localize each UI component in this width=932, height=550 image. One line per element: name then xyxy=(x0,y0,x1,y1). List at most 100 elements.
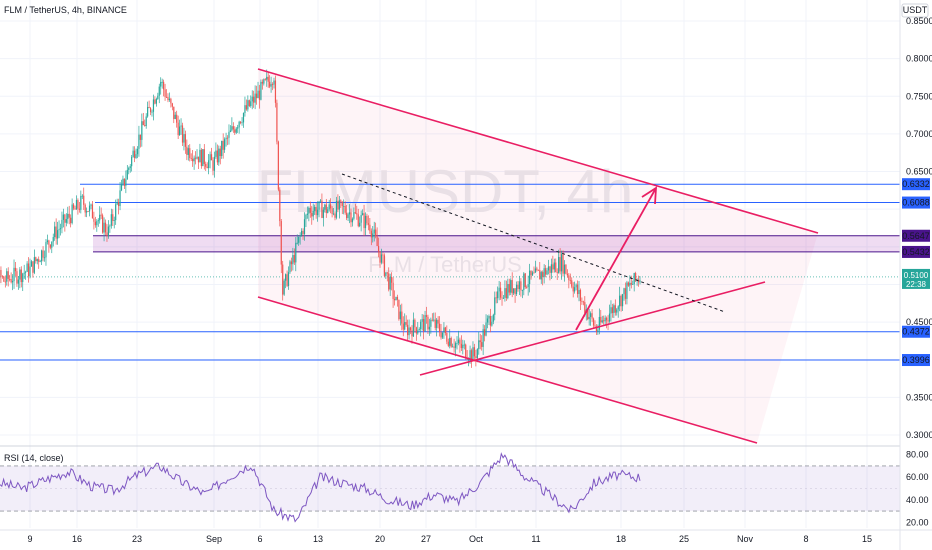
candle-body xyxy=(328,204,330,210)
candle-body xyxy=(373,229,375,234)
candle-body xyxy=(177,122,179,136)
candle-body xyxy=(454,343,457,348)
candle-body xyxy=(192,158,194,162)
candle-body xyxy=(414,319,416,328)
candle-body xyxy=(350,212,352,223)
candle-body xyxy=(283,280,285,295)
price-tick: 0.4500 xyxy=(906,317,932,327)
candle-body xyxy=(322,209,324,218)
candle-body xyxy=(473,347,476,357)
candle-body xyxy=(412,319,415,337)
candle-body xyxy=(369,224,371,231)
candle-body xyxy=(533,272,535,274)
candle-body xyxy=(245,105,248,110)
candle-body xyxy=(253,96,255,103)
watermark: FLMUSDT, 4h FLM / TetherUS xyxy=(257,158,634,277)
candle-body xyxy=(338,200,340,210)
candle-body xyxy=(218,148,220,163)
rsi-pane xyxy=(0,452,900,523)
candle-body xyxy=(597,329,599,332)
candle-body xyxy=(303,219,306,235)
candle-body xyxy=(422,319,425,332)
candle-body xyxy=(563,264,566,274)
candle-body xyxy=(377,246,380,252)
candle-body xyxy=(222,140,224,150)
candle-body xyxy=(96,221,98,226)
rsi-tick: 40.00 xyxy=(906,495,929,505)
candle-body xyxy=(129,166,131,169)
candle-body xyxy=(623,288,625,295)
price-unit-box xyxy=(901,3,929,18)
candle-body xyxy=(247,100,249,110)
candle-body xyxy=(452,346,454,348)
chart-title: FLM / TetherUS, 4h, BINANCE xyxy=(4,5,127,15)
candle-body xyxy=(99,214,101,221)
candle-body xyxy=(84,204,86,213)
candle-body xyxy=(68,213,70,218)
price-label: 0.5432 xyxy=(902,247,930,257)
candle-body xyxy=(94,221,96,226)
candle-body xyxy=(176,114,178,123)
candle-body xyxy=(404,322,406,330)
candle-body xyxy=(447,341,449,346)
candle-body xyxy=(572,286,574,292)
price-label: 0.6332 xyxy=(902,179,930,189)
candle-body xyxy=(379,251,381,263)
candle-body xyxy=(54,226,56,238)
candle-body xyxy=(591,313,593,319)
candle-body xyxy=(590,313,592,317)
candle-body xyxy=(62,214,65,220)
candle-body xyxy=(494,297,496,315)
candle-body xyxy=(340,200,342,202)
candle-body xyxy=(470,350,473,361)
candle-body xyxy=(161,81,163,83)
candle-body xyxy=(229,130,232,132)
candle-body xyxy=(428,326,431,330)
candle-body xyxy=(239,121,242,123)
time-tick: 15 xyxy=(862,534,872,544)
candle-body xyxy=(386,272,388,274)
candle-body xyxy=(202,149,204,167)
last-price: 0.5100 xyxy=(904,271,929,280)
candle-body xyxy=(314,206,316,211)
candle-body xyxy=(472,347,474,361)
price-tick: 0.3000 xyxy=(906,430,932,440)
candle-body xyxy=(364,215,367,229)
candle-body xyxy=(266,76,268,80)
candle-body xyxy=(93,218,95,222)
candle-body xyxy=(629,282,631,286)
candle-body xyxy=(274,80,277,103)
rsi-line xyxy=(0,452,641,523)
candle-body xyxy=(228,131,230,138)
candle-body xyxy=(309,207,311,213)
candle-body xyxy=(149,108,152,113)
candle-body xyxy=(42,250,44,258)
candle-body xyxy=(489,316,492,326)
candle-body xyxy=(415,327,417,334)
candle-body xyxy=(59,228,62,230)
candle-body xyxy=(488,316,490,319)
candle-body xyxy=(289,261,291,273)
candle-body xyxy=(605,317,608,321)
candle-body xyxy=(527,284,529,288)
candle-body xyxy=(408,327,410,336)
candle-body xyxy=(499,287,502,298)
dashed-trendline xyxy=(341,173,726,313)
candle-body xyxy=(393,298,396,301)
candle-body xyxy=(154,99,156,104)
candle-body xyxy=(537,270,539,271)
candle-body xyxy=(142,121,144,126)
candle-body xyxy=(565,264,567,274)
time-tick: Sep xyxy=(206,534,222,544)
candle-body xyxy=(476,349,478,358)
candle-body xyxy=(501,297,503,299)
candle-body xyxy=(26,263,28,272)
candle-body xyxy=(433,319,435,321)
candle-body xyxy=(482,329,484,347)
candle-body xyxy=(164,89,166,97)
candle-body xyxy=(184,134,187,147)
candle-body xyxy=(213,156,216,171)
candle-body xyxy=(600,316,602,323)
candle-body xyxy=(637,279,640,283)
